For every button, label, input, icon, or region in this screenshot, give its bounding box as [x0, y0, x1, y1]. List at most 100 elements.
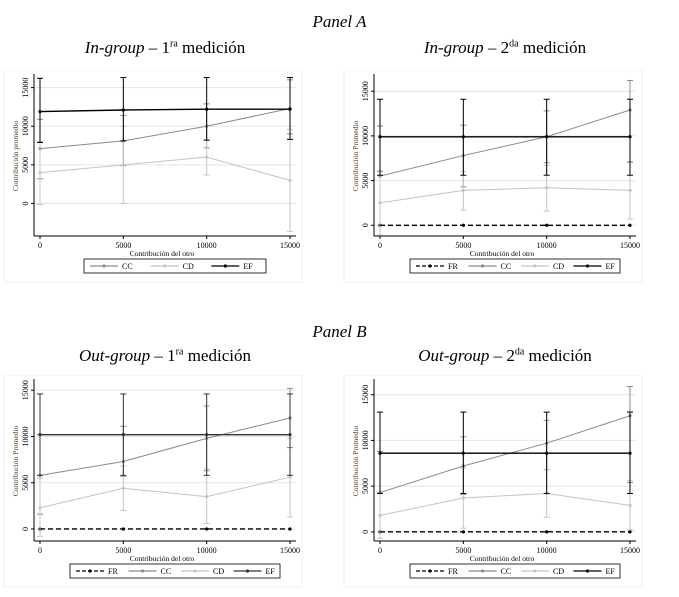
legend-label: CC	[122, 262, 133, 271]
data-point	[121, 486, 125, 490]
y-tick-label: 5000	[361, 478, 370, 494]
legend-label: CD	[183, 262, 194, 271]
title-group: In-group	[423, 38, 484, 57]
title-ordinal: da	[509, 38, 519, 50]
title-number: – 1	[150, 346, 176, 365]
series-line	[39, 107, 291, 150]
legend-marker	[245, 569, 250, 573]
data-point	[205, 527, 209, 531]
data-point	[545, 530, 549, 534]
data-point	[378, 451, 382, 455]
y-tick-label: 15000	[21, 380, 30, 400]
chart-2: 0 5000 10000 15000 0 5000 10000 15000 Contribuci…	[343, 70, 643, 283]
series-cd	[377, 162, 633, 236]
title-number: – 2	[483, 38, 510, 57]
series-line	[39, 108, 290, 113]
data-point	[545, 186, 549, 190]
legend-label: CC	[161, 567, 172, 576]
legend-marker	[163, 264, 167, 268]
legend: FR CC CD EF	[409, 563, 621, 579]
title-group: Out-group	[79, 346, 151, 365]
legend: FR CC CD EF	[69, 563, 281, 579]
data-point	[628, 223, 632, 227]
legend-marker	[140, 569, 145, 573]
legend-marker	[428, 569, 432, 573]
data-point	[378, 135, 382, 139]
legend-marker	[533, 264, 537, 268]
data-point	[545, 135, 549, 139]
legend-label: FR	[448, 262, 458, 271]
series-line	[39, 476, 291, 509]
data-point	[205, 107, 209, 111]
legend-marker	[480, 264, 485, 268]
series-ef	[37, 393, 293, 476]
data-point	[461, 530, 465, 534]
legend-label: FR	[448, 567, 458, 576]
y-tick-label: 0	[21, 527, 30, 531]
data-point	[461, 135, 465, 139]
series-line	[39, 417, 291, 476]
legend-box	[409, 258, 621, 274]
data-point	[628, 530, 632, 534]
x-tick-label: 0	[38, 241, 42, 250]
y-tick-label: 10000	[21, 116, 30, 136]
series-cd	[37, 125, 293, 232]
y-tick-label: 5000	[21, 157, 30, 173]
legend: CC CD EF	[83, 258, 267, 274]
title-number: – 1	[144, 38, 170, 57]
x-tick-label: 10000	[537, 241, 557, 250]
y-tick-label: 0	[361, 223, 370, 227]
legend-marker	[585, 264, 590, 268]
x-axis-label: Contribución del otro	[130, 249, 195, 258]
data-point	[38, 433, 42, 437]
x-axis-label: Contribución del otro	[470, 249, 535, 258]
x-tick-label: 15000	[280, 546, 300, 555]
title-rest: medición	[183, 346, 251, 365]
legend-marker	[585, 569, 590, 573]
data-point	[545, 451, 549, 455]
x-tick-label: 15000	[620, 546, 640, 555]
chart-title: Out-group – 2da medición	[340, 346, 670, 366]
data-point	[38, 506, 42, 510]
data-point	[205, 495, 209, 499]
data-point	[461, 188, 465, 193]
data-point	[121, 108, 125, 112]
series-cc	[37, 79, 293, 180]
y-tick-label: 15000	[361, 81, 370, 101]
data-point	[628, 451, 632, 455]
title-rest: medición	[524, 346, 592, 365]
chart-4: 0 5000 10000 15000 0 5000 10000 15000 Contribuci…	[343, 375, 643, 588]
data-point	[288, 107, 292, 111]
legend-label: EF	[266, 567, 276, 576]
x-tick-label: 0	[378, 546, 382, 555]
y-axis-label: Contribución Promedio	[351, 425, 360, 496]
plot-frame	[343, 70, 643, 283]
x-tick-label: 10000	[537, 546, 557, 555]
y-tick-label: 10000	[21, 426, 30, 446]
series-cd	[37, 437, 293, 537]
legend-label: FR	[108, 567, 118, 576]
series-ef	[377, 411, 633, 494]
legend-marker	[428, 264, 432, 268]
y-tick-label: 0	[361, 530, 370, 534]
legend-box	[69, 563, 281, 579]
legend-marker	[102, 264, 106, 268]
y-tick-label: 15000	[21, 78, 30, 98]
y-tick-label: 10000	[361, 430, 370, 450]
legend-label: EF	[606, 262, 616, 271]
title-group: Out-group	[418, 346, 490, 365]
data-point	[288, 475, 292, 479]
y-tick-label: 15000	[361, 385, 370, 405]
data-point	[378, 201, 382, 205]
plot-frame	[3, 70, 303, 283]
data-point	[628, 135, 632, 139]
series-ef	[37, 77, 293, 143]
x-tick-label: 5000	[455, 241, 471, 250]
data-point	[288, 433, 292, 437]
legend-marker	[480, 569, 485, 573]
series-cc	[377, 79, 633, 188]
data-point	[461, 496, 465, 500]
series-cd	[377, 467, 633, 539]
x-tick-label: 0	[38, 546, 42, 555]
plot-frame	[3, 375, 303, 588]
